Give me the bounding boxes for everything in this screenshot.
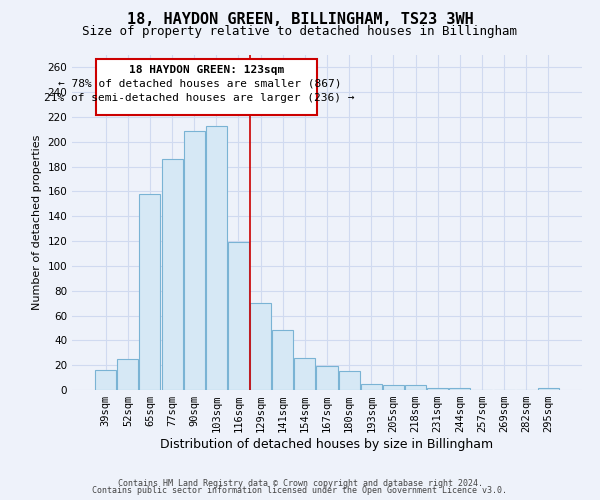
Bar <box>316 366 338 390</box>
Bar <box>161 159 182 390</box>
Bar <box>118 359 139 390</box>
Bar <box>272 330 293 390</box>
Bar <box>427 388 448 390</box>
Bar <box>405 385 426 390</box>
X-axis label: Distribution of detached houses by size in Billingham: Distribution of detached houses by size … <box>160 438 494 451</box>
Text: Size of property relative to detached houses in Billingham: Size of property relative to detached ho… <box>83 25 517 38</box>
Text: 21% of semi-detached houses are larger (236) →: 21% of semi-detached houses are larger (… <box>44 94 355 104</box>
Text: Contains public sector information licensed under the Open Government Licence v3: Contains public sector information licen… <box>92 486 508 495</box>
Bar <box>361 384 382 390</box>
Bar <box>449 388 470 390</box>
Text: 18 HAYDON GREEN: 123sqm: 18 HAYDON GREEN: 123sqm <box>129 65 284 75</box>
Bar <box>184 130 205 390</box>
Bar <box>338 372 359 390</box>
Text: 18, HAYDON GREEN, BILLINGHAM, TS23 3WH: 18, HAYDON GREEN, BILLINGHAM, TS23 3WH <box>127 12 473 28</box>
Bar <box>228 242 249 390</box>
Bar <box>295 358 316 390</box>
Text: ← 78% of detached houses are smaller (867): ← 78% of detached houses are smaller (86… <box>58 78 341 88</box>
Bar <box>250 303 271 390</box>
FancyBboxPatch shape <box>96 58 317 114</box>
Bar <box>139 194 160 390</box>
Y-axis label: Number of detached properties: Number of detached properties <box>32 135 42 310</box>
Bar <box>383 385 404 390</box>
Text: Contains HM Land Registry data © Crown copyright and database right 2024.: Contains HM Land Registry data © Crown c… <box>118 478 482 488</box>
Bar <box>206 126 227 390</box>
Bar <box>538 388 559 390</box>
Bar <box>95 370 116 390</box>
